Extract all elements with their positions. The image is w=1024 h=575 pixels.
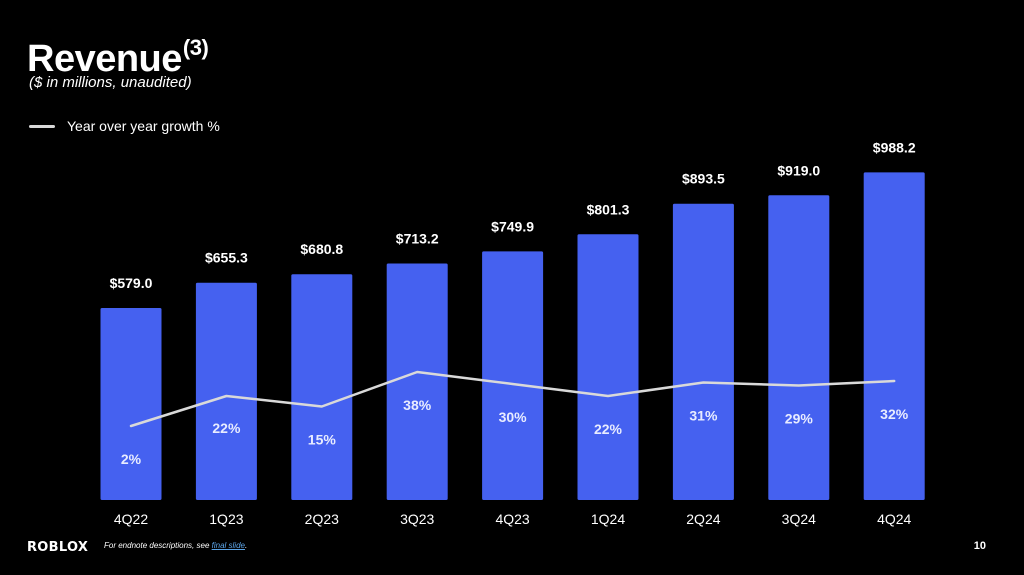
page-number: 10 xyxy=(973,540,986,552)
x-tick-label-2q24: 2Q24 xyxy=(686,511,720,527)
x-tick-label-3q23: 3Q23 xyxy=(400,511,434,527)
growth-label-2q23: 15% xyxy=(308,432,337,448)
bar-value-label-2q23: $680.8 xyxy=(300,241,343,257)
footer: ROBLOX For endnote descriptions, see fin… xyxy=(0,536,1024,556)
legend-label: Year over year growth % xyxy=(67,118,220,134)
growth-label-2q24: 31% xyxy=(689,408,718,424)
bar-3q23 xyxy=(386,263,448,500)
bar-value-label-1q23: $655.3 xyxy=(205,250,248,266)
x-tick-label-1q23: 1Q23 xyxy=(209,511,243,527)
growth-label-4q23: 30% xyxy=(499,409,528,425)
bar-value-label-3q23: $713.2 xyxy=(396,231,439,247)
legend-line-swatch xyxy=(29,124,55,128)
growth-label-1q23: 22% xyxy=(212,420,241,436)
title-endnote-marker: (3) xyxy=(182,35,209,60)
bar-4q24 xyxy=(863,172,925,501)
bar-value-label-3q24: $919.0 xyxy=(777,162,820,178)
x-tick-label-4q22: 4Q22 xyxy=(114,511,148,527)
growth-label-1q24: 22% xyxy=(594,421,623,437)
bar-value-label-4q23: $749.9 xyxy=(491,218,534,234)
chart-legend: Year over year growth % xyxy=(29,118,220,134)
bar-3q24 xyxy=(768,195,830,501)
x-tick-label-2q23: 2Q23 xyxy=(305,511,339,527)
endnote-suffix: . xyxy=(244,541,248,550)
growth-label-3q23: 38% xyxy=(403,397,432,413)
title-text: Revenue xyxy=(27,38,182,80)
endnote-text: For endnote descriptions, see final slid… xyxy=(104,541,247,550)
x-tick-label-1q24: 1Q24 xyxy=(591,511,625,527)
bar-value-label-4q22: $579.0 xyxy=(110,275,153,291)
bar-4q22 xyxy=(100,308,162,500)
x-tick-label-3q24: 3Q24 xyxy=(782,511,816,527)
bar-2q23 xyxy=(291,274,353,500)
x-tick-label-4q24: 4Q24 xyxy=(877,511,911,527)
bar-4q23 xyxy=(482,251,544,500)
bar-value-label-1q24: $801.3 xyxy=(587,201,630,217)
bar-2q24 xyxy=(672,203,734,500)
bar-1q24 xyxy=(577,234,639,500)
bar-1q23 xyxy=(195,282,257,500)
x-tick-label-4q23: 4Q23 xyxy=(495,511,529,527)
bar-value-label-4q24: $988.2 xyxy=(873,139,916,155)
page-subtitle: ($ in millions, unaudited) xyxy=(29,74,192,91)
final-slide-link[interactable]: final slide xyxy=(211,541,245,550)
growth-label-4q24: 32% xyxy=(880,406,909,422)
growth-label-3q24: 29% xyxy=(785,411,814,427)
page-title: Revenue(3) xyxy=(27,22,209,85)
growth-label-4q22: 2% xyxy=(121,451,142,467)
endnote-prefix: For endnote descriptions, see xyxy=(104,541,212,550)
roblox-logo: ROBLOX xyxy=(27,540,89,555)
bar-value-label-2q24: $893.5 xyxy=(682,171,725,187)
